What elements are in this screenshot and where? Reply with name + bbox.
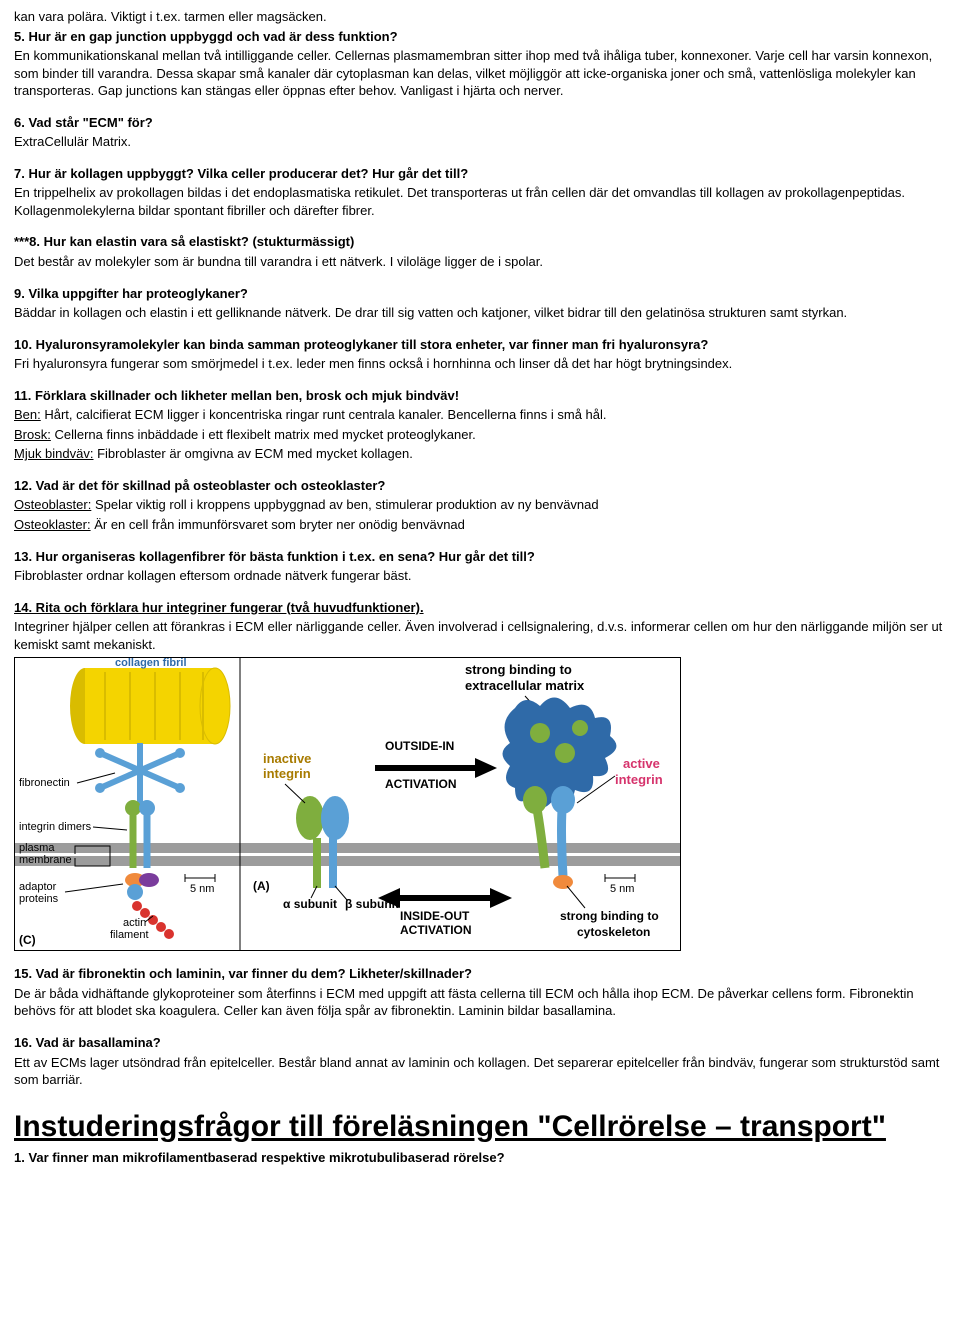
q12-osteob-label: Osteoblaster: bbox=[14, 497, 91, 512]
q11-line3: Mjuk bindväv: Fibroblaster är omgivna av… bbox=[14, 445, 946, 463]
actin-label1: actin bbox=[123, 917, 146, 929]
q13-answer: Fibroblaster ordnar kollagen eftersom or… bbox=[14, 567, 946, 585]
q10-question: 10. Hyaluronsyramolekyler kan binda samm… bbox=[14, 336, 946, 354]
q7-answer: En trippelhelix av prokollagen bildas i … bbox=[14, 184, 946, 219]
q12-question: 12. Vad är det för skillnad på osteoblas… bbox=[14, 477, 946, 495]
collagen-label: collagen fibril bbox=[115, 658, 187, 669]
actin-label2: filament bbox=[110, 929, 149, 941]
q7-question: 7. Hur är kollagen uppbyggt? Vilka celle… bbox=[14, 165, 946, 183]
inactive-label1: inactive bbox=[263, 751, 311, 766]
outside-in-arrow-icon bbox=[375, 758, 497, 778]
alpha-label: α subunit bbox=[283, 897, 337, 911]
q9-question: 9. Vilka uppgifter har proteoglykaner? bbox=[14, 285, 946, 303]
q12-osteok-label: Osteoklaster: bbox=[14, 517, 91, 532]
q12-osteob-text: Spelar viktig roll i kroppens uppbyggnad… bbox=[91, 497, 598, 512]
q11-mjuk-text: Fibroblaster är omgivna av ECM med mycke… bbox=[93, 446, 412, 461]
collagen-fibril-icon bbox=[70, 668, 230, 744]
adaptor-label1: adaptor bbox=[19, 881, 57, 893]
strong-ecm-label2: extracellular matrix bbox=[465, 678, 585, 693]
q11-brosk-text: Cellerna finns inbäddade i ett flexibelt… bbox=[51, 427, 476, 442]
strong-ecm-label1: strong binding to bbox=[465, 662, 572, 677]
inside-out-label2: ACTIVATION bbox=[400, 923, 472, 937]
q12-osteok-text: Är en cell från immunförsvaret som bryte… bbox=[91, 517, 465, 532]
q6-question: 6. Vad står "ECM" för? bbox=[14, 114, 946, 132]
q5-answer: En kommunikationskanal mellan två intill… bbox=[14, 47, 946, 100]
section-heading: Instuderingsfrågor till föreläsningen "C… bbox=[14, 1107, 946, 1148]
q6-answer: ExtraCellulär Matrix. bbox=[14, 133, 946, 151]
q14-question: 14. Rita och förklara hur integriner fun… bbox=[14, 599, 946, 617]
outside-in-label2: ACTIVATION bbox=[385, 777, 457, 791]
integrin-diagram: collagen fibril fibronectin integrin dim… bbox=[14, 657, 681, 951]
q11-question: 11. Förklara skillnader och likheter mel… bbox=[14, 387, 946, 405]
active-label2: integrin bbox=[615, 772, 663, 787]
plasma-label2: membrane bbox=[19, 854, 72, 866]
q15-question: 15. Vad är fibronektin och laminin, var … bbox=[14, 965, 946, 983]
adaptor-icon bbox=[125, 873, 159, 900]
plasma-label1: plasma bbox=[19, 842, 55, 854]
q5-question: 5. Hur är en gap junction uppbyggd och v… bbox=[14, 28, 946, 46]
q11-ben-text: Hårt, calcifierat ECM ligger i koncentri… bbox=[41, 407, 607, 422]
q10-answer: Fri hyaluronsyra fungerar som smörjmedel… bbox=[14, 355, 946, 373]
outside-in-label1: OUTSIDE-IN bbox=[385, 739, 454, 753]
q15-answer: De är båda vidhäftande glykoproteiner so… bbox=[14, 985, 946, 1020]
inside-out-label1: INSIDE-OUT bbox=[400, 909, 470, 923]
panel-c-label: (C) bbox=[19, 933, 36, 947]
q14-answer: Integriner hjälper cellen att förankras … bbox=[14, 618, 946, 653]
q-last-question: 1. Var finner man mikrofilamentbaserad r… bbox=[14, 1149, 946, 1167]
q11-mjuk-label: Mjuk bindväv: bbox=[14, 446, 93, 461]
inside-out-arrow-icon bbox=[378, 888, 512, 908]
fibronectin-icon bbox=[95, 743, 185, 808]
inactive-label2: integrin bbox=[263, 766, 311, 781]
q13-question: 13. Hur organiseras kollagenfibrer för b… bbox=[14, 548, 946, 566]
integrin-label: integrin dimers bbox=[19, 821, 92, 833]
q8-question: ***8. Hur kan elastin vara så elastiskt?… bbox=[14, 233, 946, 251]
active-label1: active bbox=[623, 756, 660, 771]
q11-brosk-label: Brosk: bbox=[14, 427, 51, 442]
q12-line2: Osteoklaster: Är en cell från immunförsv… bbox=[14, 516, 946, 534]
q11-line2: Brosk: Cellerna finns inbäddade i ett fl… bbox=[14, 426, 946, 444]
strong-cyto-label1: strong binding to bbox=[560, 909, 659, 923]
adaptor-label2: proteins bbox=[19, 893, 59, 905]
q16-answer: Ett av ECMs lager utsöndrad från epitelc… bbox=[14, 1054, 946, 1089]
intro-text: kan vara polära. Viktigt i t.ex. tarmen … bbox=[14, 8, 946, 26]
inactive-integrin-icon bbox=[296, 796, 349, 888]
strong-cyto-label2: cytoskeleton bbox=[577, 925, 650, 939]
q16-question: 16. Vad är basallamina? bbox=[14, 1034, 946, 1052]
panel-a-label: (A) bbox=[253, 879, 270, 893]
q11-line1: Ben: Hårt, calcifierat ECM ligger i konc… bbox=[14, 406, 946, 424]
scale-left: 5 nm bbox=[190, 883, 214, 895]
scale-right: 5 nm bbox=[610, 883, 634, 895]
q12-line1: Osteoblaster: Spelar viktig roll i kropp… bbox=[14, 496, 946, 514]
fibronectin-label: fibronectin bbox=[19, 777, 70, 789]
q9-answer: Bäddar in kollagen och elastin i ett gel… bbox=[14, 304, 946, 322]
q11-ben-label: Ben: bbox=[14, 407, 41, 422]
q8-answer: Det består av molekyler som är bundna ti… bbox=[14, 253, 946, 271]
